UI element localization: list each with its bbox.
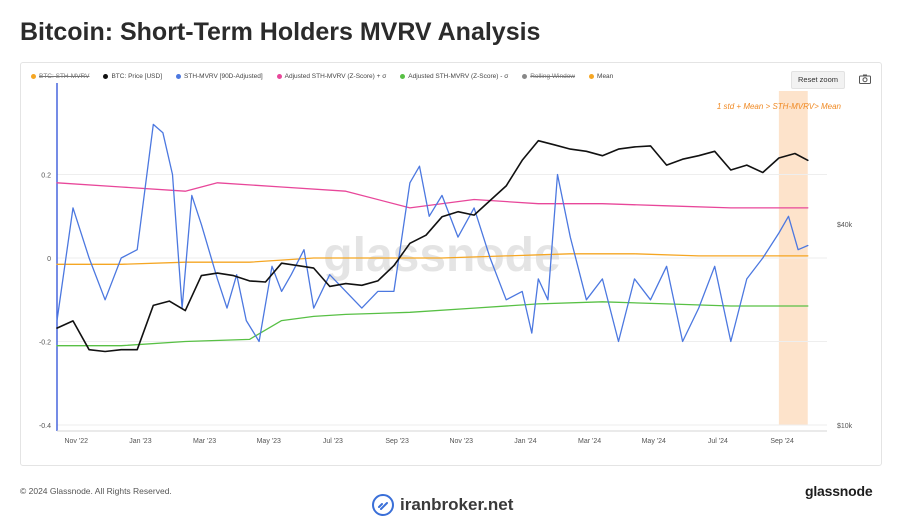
x-tick-label: Jan '24 [514,438,536,445]
legend-marker-icon [276,73,282,79]
legend-marker-icon [176,73,182,79]
legend-label: Adjusted STH-MVRV (Z-Score) - σ [408,72,509,80]
x-tick-label: Mar '24 [578,438,601,445]
legend-item[interactable]: STH-MVRV [90D-Adjusted] [176,73,263,80]
price-line [56,139,809,353]
legend-marker-icon [103,73,109,79]
x-tick-label: Sep '24 [770,438,794,445]
legend-marker-icon [400,73,406,79]
legend-marker-icon [31,73,36,79]
y-right-tick-label: $10k [837,423,853,430]
y-tick-label: -0.4 [39,423,51,430]
upper-band-line [56,182,809,209]
link-icon [372,494,394,516]
copyright-text: © 2024 Glassnode. All Rights Reserved. [20,486,172,496]
x-tick-label: May '23 [257,438,281,445]
brand-logo: glassnode [805,483,873,499]
legend-marker-icon [589,73,595,79]
x-tick-label: Sep '23 [385,438,409,445]
lower-band-line [56,301,809,347]
legend-label: BTC: STH-MVRV [39,72,90,80]
legend-label: Mean [597,72,614,80]
legend-label: Adjusted STH-MVRV (Z-Score) + σ [284,72,387,80]
chart-legend: BTC: STH-MVRV BTC: Price [USD] STH-MVRV [9… [31,69,791,83]
chart-container: glassnode 0.2 0 -0.2 -0.4 $40k $10k Nov '22 Jan … [20,62,882,466]
x-tick-label: Nov '23 [449,438,473,445]
legend-item[interactable]: BTC: STH-MVRV [31,73,89,80]
legend-item[interactable]: Adjusted STH-MVRV (Z-Score) - σ [400,73,508,80]
x-tick-label: Jul '23 [323,438,343,445]
page-title: Bitcoin: Short-Term Holders MVRV Analysi… [20,18,541,46]
legend-item[interactable]: BTC: Price [USD] [103,73,162,80]
x-tick-label: Jan '23 [129,438,151,445]
y-right-tick-label: $40k [837,222,853,229]
y-tick-label: 0 [47,256,51,263]
camera-icon[interactable] [859,74,871,84]
legend-label: BTC: Price [USD] [111,72,163,80]
x-tick-label: Jul '24 [708,438,728,445]
credit-logo: iranbroker.net [372,494,513,516]
sth-mvrv-line [56,123,809,343]
chart-annotation: 1 std + Mean > STH-MVRV> Mean [717,102,842,111]
y-tick-label: -0.2 [39,340,51,347]
credit-text: iranbroker.net [400,495,514,514]
legend-item[interactable]: Adjusted STH-MVRV (Z-Score) + σ [276,72,387,80]
legend-label: Rolling Window [530,72,576,80]
x-tick-label: May '24 [642,438,666,445]
legend-marker-icon [522,73,528,79]
legend-label: STH-MVRV [90D-Adjusted] [184,72,263,80]
x-tick-label: Mar '23 [193,438,216,445]
mean-line [56,253,809,265]
reset-zoom-button[interactable]: Reset zoom [791,71,846,89]
y-tick-label: 0.2 [41,173,51,180]
x-tick-label: Nov '22 [64,438,88,445]
legend-item[interactable]: Mean [589,73,613,80]
legend-item[interactable]: Rolling Window [522,73,575,80]
